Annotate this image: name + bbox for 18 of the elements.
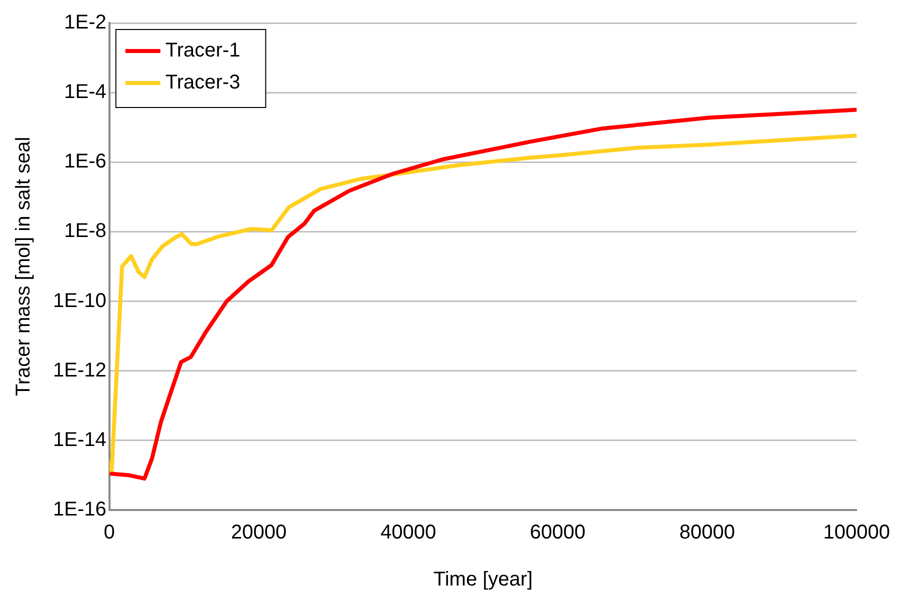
y-tick-label: 1E-14 (52, 428, 106, 451)
y-tick-label: 1E-10 (52, 290, 106, 312)
x-axis-title: Time [year] (433, 568, 533, 591)
x-tick-label: 60000 (530, 522, 586, 544)
x-tick-label: 40000 (380, 522, 436, 544)
y-tick-label: 1E-4 (64, 81, 106, 104)
x-tick-label: 20000 (231, 522, 287, 544)
y-tick-label: 1E-2 (64, 12, 106, 34)
y-tick-label: 1E-12 (52, 359, 106, 382)
legend-label: Tracer-1 (165, 40, 240, 62)
legend-label: Tracer-3 (165, 72, 240, 94)
y-axis-title: Tracer mass [mol] in salt seal (12, 136, 35, 396)
y-tick-label: 1E-6 (64, 150, 106, 173)
x-tick-label: 80000 (679, 522, 735, 544)
x-tick-label: 100000 (823, 522, 890, 544)
x-tick-label: 0 (104, 522, 115, 544)
y-tick-label: 1E-8 (64, 220, 106, 242)
y-tick-label: 1E-16 (52, 498, 106, 521)
